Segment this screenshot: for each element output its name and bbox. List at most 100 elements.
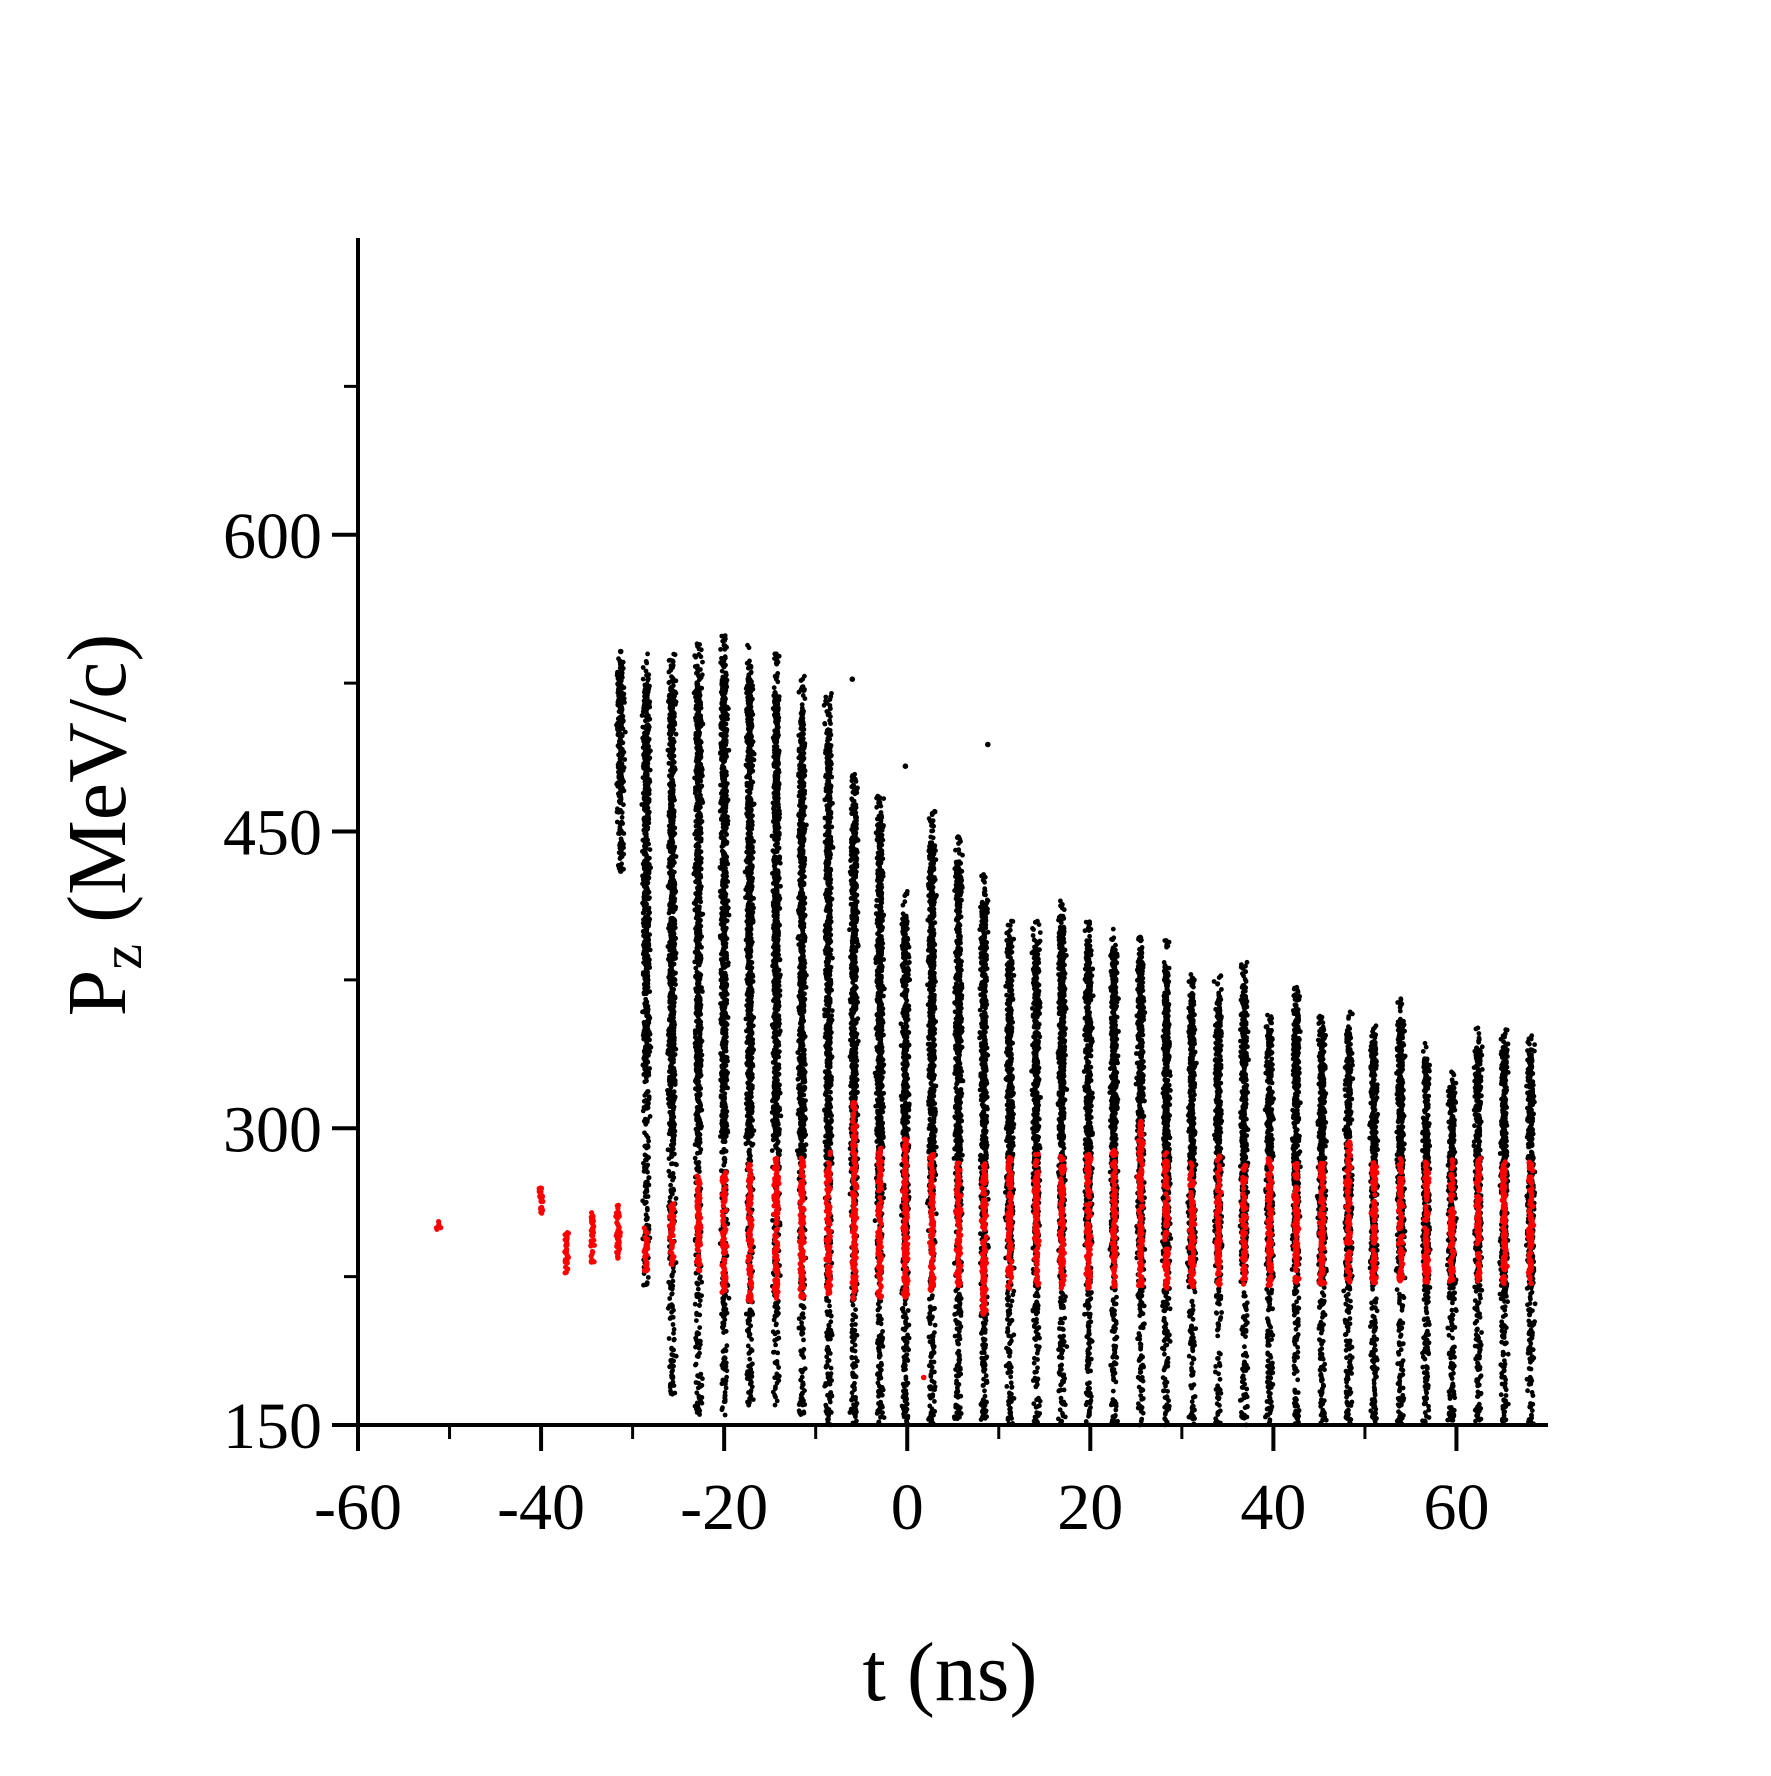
data-point: [722, 930, 727, 936]
data-point: [746, 672, 752, 678]
data-point: [669, 779, 675, 785]
data-point: [692, 1155, 698, 1161]
data-point: [696, 1380, 701, 1386]
data-point: [692, 653, 698, 659]
data-point: [698, 1338, 703, 1344]
data-point: [747, 677, 753, 682]
data-point: [668, 1363, 674, 1368]
data-point: [695, 1352, 701, 1358]
data-point: [747, 845, 752, 851]
data-point: [639, 713, 645, 718]
data-point: [722, 1412, 728, 1418]
data-point: [670, 798, 676, 803]
data-point: [719, 984, 725, 989]
data-point: [723, 1071, 729, 1076]
data-point: [697, 1276, 702, 1281]
data-point: [744, 1061, 750, 1066]
data-point: [749, 1348, 755, 1353]
data-point: [697, 1303, 702, 1308]
data-point: [747, 801, 753, 807]
data-point: [619, 838, 624, 844]
data-point: [644, 1145, 649, 1151]
data-point: [722, 633, 728, 638]
data-point: [694, 687, 700, 693]
data-point: [617, 662, 623, 667]
data-point: [644, 1078, 649, 1084]
data-point: [670, 840, 676, 846]
data-point: [619, 815, 625, 820]
data-point: [718, 921, 724, 927]
data-point: [641, 703, 647, 709]
data-point: [671, 739, 677, 745]
data-point: [697, 1086, 703, 1091]
data-point: [720, 1108, 726, 1114]
data-point: [669, 1302, 674, 1307]
data-point: [720, 1377, 726, 1383]
data-point: [645, 1135, 651, 1140]
data-point: [672, 896, 678, 902]
data-point: [694, 1330, 700, 1336]
data-point: [665, 1050, 670, 1056]
data-point: [667, 881, 673, 887]
data-point: [640, 775, 646, 780]
data-point: [669, 1357, 675, 1363]
data-point: [646, 820, 652, 826]
data-point: [723, 790, 728, 796]
data-point: [620, 788, 626, 794]
data-point: [720, 1325, 726, 1331]
data-point: [719, 844, 725, 849]
data-point: [669, 803, 675, 808]
data-point: [695, 930, 701, 936]
data-point: [724, 1368, 730, 1374]
data-point: [618, 675, 624, 681]
data-point: [745, 1071, 750, 1076]
data-point: [645, 677, 651, 683]
data-point: [745, 891, 751, 897]
data-point: [696, 861, 701, 867]
data-point: [725, 818, 731, 824]
data-point: [725, 1015, 731, 1020]
data-point: [745, 854, 751, 860]
data-point: [750, 855, 755, 861]
data-point: [745, 884, 751, 890]
data-point: [670, 1322, 676, 1327]
data-point: [694, 1318, 699, 1323]
data-point: [695, 1013, 701, 1019]
data-point: [669, 1161, 674, 1167]
data-point: [618, 796, 624, 802]
data-point: [617, 821, 623, 827]
data-point: [642, 751, 648, 757]
data-point: [696, 768, 701, 774]
data-point: [698, 745, 703, 751]
data-point: [723, 1123, 729, 1128]
data-point: [722, 1396, 728, 1402]
data-point: [617, 730, 622, 736]
data-point: [718, 970, 724, 976]
data-point: [748, 939, 753, 944]
data-point: [642, 1116, 648, 1122]
data-point: [622, 757, 628, 762]
data-point: [692, 1403, 698, 1409]
data-point: [697, 922, 702, 928]
data-point: [723, 989, 729, 995]
data-point: [692, 1301, 698, 1307]
data-point: [723, 1306, 729, 1312]
data-point: [749, 960, 755, 965]
data-point: [645, 1275, 651, 1280]
data-point: [668, 1189, 674, 1195]
data-point: [645, 1194, 651, 1199]
data-point: [644, 922, 650, 928]
data-point: [746, 1003, 752, 1008]
data-point: [723, 900, 729, 906]
data-point: [669, 1273, 675, 1279]
data-point: [748, 733, 754, 738]
data-point: [645, 651, 650, 657]
data-point: [668, 1182, 673, 1188]
data-point: [721, 861, 727, 867]
data-point: [672, 1094, 678, 1100]
data-point: [694, 720, 700, 726]
data-point: [643, 837, 648, 843]
data-point: [671, 931, 677, 937]
data-point: [643, 803, 649, 809]
data-point: [723, 1385, 729, 1391]
